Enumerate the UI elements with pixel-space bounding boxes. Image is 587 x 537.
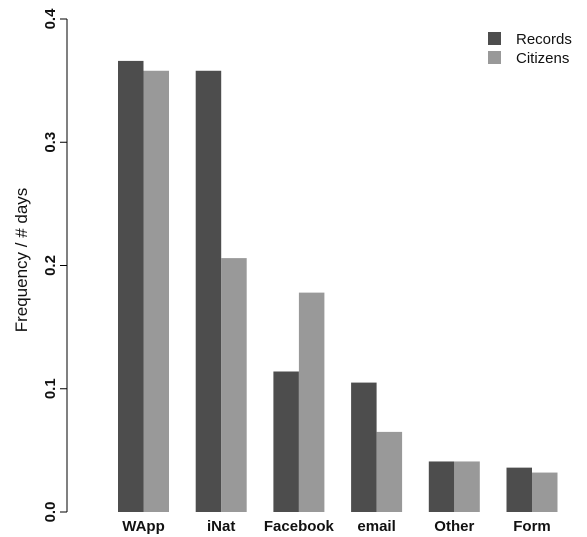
x-category-label: Form [513, 518, 551, 535]
bar-citizens-wapp [143, 70, 169, 512]
bar-citizens-facebook [298, 292, 325, 512]
x-category-label: WApp [122, 518, 165, 535]
bar-records-email [351, 382, 377, 512]
bar-records-inat [195, 70, 222, 512]
y-axis: 0.0 0.1 0.2 0.3 0.4 [42, 8, 68, 523]
bar-citizens-other [454, 461, 480, 512]
x-category-label: iNat [207, 518, 235, 535]
legend-swatch-records [488, 32, 501, 45]
y-tick-label: 0.2 [42, 255, 59, 276]
y-axis-title: Frequency / # days [12, 188, 31, 333]
bar-records-other [428, 461, 455, 512]
x-category-label: email [357, 518, 395, 535]
bar-citizens-email [376, 431, 403, 512]
bar-records-wapp [118, 60, 144, 512]
y-tick-label: 0.0 [42, 502, 59, 523]
bar-records-facebook [273, 371, 299, 512]
x-category-label: Facebook [264, 518, 335, 535]
bar-citizens-form [532, 472, 558, 512]
bar-citizens-inat [221, 258, 247, 512]
bars [118, 60, 558, 512]
legend: Records Citizens [488, 31, 572, 67]
y-tick-label: 0.1 [42, 378, 59, 399]
legend-label-citizens: Citizens [516, 50, 569, 67]
y-tick-label: 0.3 [42, 132, 59, 153]
y-tick-label: 0.4 [42, 8, 59, 30]
legend-label-records: Records [516, 31, 572, 48]
x-category-label: Other [434, 518, 474, 535]
bar-records-form [506, 467, 532, 512]
x-axis-labels: WApp iNat Facebook email Other Form [122, 518, 551, 535]
legend-swatch-citizens [488, 51, 501, 64]
